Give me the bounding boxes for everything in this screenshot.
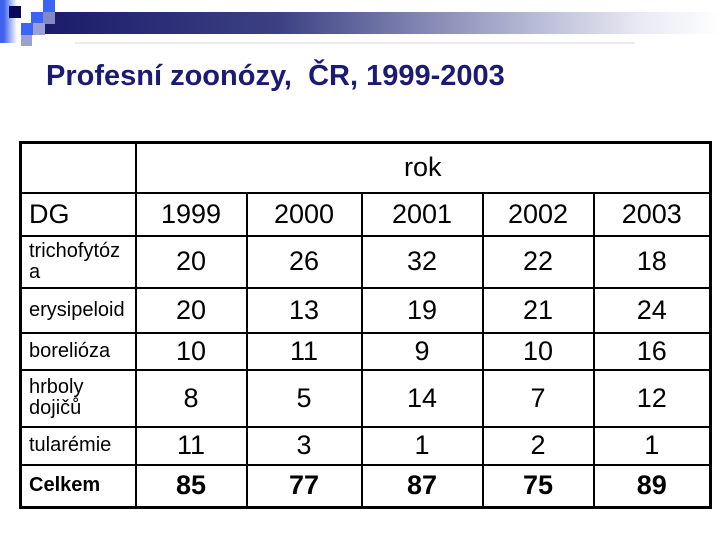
value-cell: 22 <box>481 234 595 289</box>
value-cell: 26 <box>245 234 363 289</box>
value-cell: 1 <box>592 425 712 466</box>
value-cell: 87 <box>360 463 484 509</box>
value-cell: 12 <box>592 368 712 428</box>
year-header-cell: 2001 <box>360 191 484 237</box>
value-cell: 20 <box>134 286 248 334</box>
table-row-total: Celkem 85 77 87 75 89 <box>19 463 712 509</box>
header-underline <box>75 42 635 44</box>
value-cell: 10 <box>481 331 595 371</box>
value-cell: 8 <box>134 368 248 428</box>
value-cell: 89 <box>592 463 712 509</box>
dg-header-cell: DG <box>19 191 137 237</box>
empty-corner-cell <box>19 141 137 194</box>
year-group-header-cell: rok <box>134 141 712 194</box>
year-header-cell: 1999 <box>134 191 248 237</box>
table-row: borelióza 10 11 9 10 16 <box>19 331 712 371</box>
year-header-cell: 2003 <box>592 191 712 237</box>
decor-square-navy <box>9 6 21 18</box>
value-cell: 18 <box>592 234 712 289</box>
value-cell: 77 <box>245 463 363 509</box>
row-label-cell: borelióza <box>19 331 137 371</box>
value-cell: 13 <box>245 286 363 334</box>
value-cell: 75 <box>481 463 595 509</box>
table-row: erysipeloid 20 13 19 21 24 <box>19 286 712 334</box>
value-cell: 1 <box>360 425 484 466</box>
value-cell: 32 <box>360 234 484 289</box>
value-cell: 10 <box>134 331 248 371</box>
decor-square-blue <box>21 23 33 35</box>
page-title: Profesní zoonózy, ČR, 1999-2003 <box>46 60 505 92</box>
decor-square-blue <box>43 0 55 12</box>
value-cell: 21 <box>481 286 595 334</box>
decor-square-lavender <box>21 35 32 46</box>
value-cell: 20 <box>134 234 248 289</box>
value-cell: 3 <box>245 425 363 466</box>
table-row-year-group: rok <box>19 141 712 194</box>
value-cell: 7 <box>481 368 595 428</box>
value-cell: 11 <box>245 331 363 371</box>
value-cell: 14 <box>360 368 484 428</box>
value-cell: 9 <box>360 331 484 371</box>
decor-square-blue <box>31 12 43 24</box>
decor-square-lavender <box>33 23 45 35</box>
decor-square-lavender <box>43 12 55 24</box>
value-cell: 11 <box>134 425 248 466</box>
value-cell: 5 <box>245 368 363 428</box>
year-header-cell: 2000 <box>245 191 363 237</box>
row-label-cell: hrboly dojičů <box>19 368 137 428</box>
year-header-cell: 2002 <box>481 191 595 237</box>
row-label-cell: Celkem <box>19 463 137 509</box>
value-cell: 85 <box>134 463 248 509</box>
zoonoses-table: rok DG 1999 2000 2001 2002 2003 trichofy… <box>19 141 712 509</box>
value-cell: 19 <box>360 286 484 334</box>
value-cell: 2 <box>481 425 595 466</box>
table-row: hrboly dojičů 8 5 14 7 12 <box>19 368 712 428</box>
header-gradient-bar <box>42 12 720 34</box>
value-cell: 24 <box>592 286 712 334</box>
table-row: tularémie 11 3 1 2 1 <box>19 425 712 466</box>
row-label-cell: tularémie <box>19 425 137 466</box>
row-label-cell: trichofytóz a <box>19 234 137 289</box>
table-row-years: DG 1999 2000 2001 2002 2003 <box>19 191 712 237</box>
table-row: trichofytóz a 20 26 32 22 18 <box>19 234 712 289</box>
row-label-cell: erysipeloid <box>19 286 137 334</box>
value-cell: 16 <box>592 331 712 371</box>
